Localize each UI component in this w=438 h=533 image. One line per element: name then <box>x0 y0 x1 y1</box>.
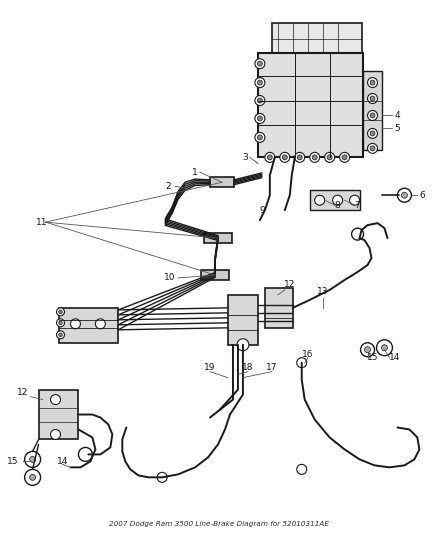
Circle shape <box>50 394 60 405</box>
Circle shape <box>332 195 343 205</box>
Text: 16: 16 <box>302 350 314 359</box>
Text: 12: 12 <box>17 388 28 397</box>
Text: 12: 12 <box>284 280 296 289</box>
Circle shape <box>267 155 272 160</box>
Circle shape <box>312 155 317 160</box>
Circle shape <box>314 195 325 205</box>
Circle shape <box>339 152 350 163</box>
Circle shape <box>59 333 62 336</box>
Circle shape <box>397 188 411 202</box>
Circle shape <box>255 95 265 106</box>
Circle shape <box>157 472 167 482</box>
Circle shape <box>258 98 262 103</box>
Circle shape <box>377 340 392 356</box>
Circle shape <box>25 470 41 486</box>
Circle shape <box>25 451 41 467</box>
Bar <box>59 308 118 343</box>
Circle shape <box>280 152 290 163</box>
Text: 2007 Dodge Ram 3500 Line-Brake Diagram for 52010311AE: 2007 Dodge Ram 3500 Line-Brake Diagram f… <box>109 521 329 527</box>
Text: 7: 7 <box>355 201 360 209</box>
Circle shape <box>258 135 262 140</box>
Circle shape <box>360 343 374 357</box>
Text: 6: 6 <box>419 191 425 200</box>
Text: 2: 2 <box>166 182 171 191</box>
Bar <box>204 233 232 243</box>
Circle shape <box>325 152 335 163</box>
Circle shape <box>352 228 364 240</box>
Text: 17: 17 <box>266 363 278 372</box>
Text: 13: 13 <box>317 287 328 296</box>
Text: 1: 1 <box>192 168 198 177</box>
Circle shape <box>297 155 302 160</box>
Circle shape <box>295 152 305 163</box>
Circle shape <box>30 456 35 462</box>
Circle shape <box>350 195 360 205</box>
Circle shape <box>367 128 378 139</box>
Text: 15: 15 <box>7 457 19 466</box>
Text: 8: 8 <box>335 201 340 209</box>
Circle shape <box>401 192 407 198</box>
Circle shape <box>255 59 265 69</box>
Circle shape <box>59 310 62 313</box>
Bar <box>210 177 234 187</box>
Text: 3: 3 <box>242 153 248 162</box>
Circle shape <box>265 152 275 163</box>
Bar <box>201 270 229 280</box>
Bar <box>363 71 382 150</box>
Text: 4: 4 <box>395 111 400 120</box>
Circle shape <box>367 78 378 87</box>
Circle shape <box>258 116 262 121</box>
Text: 11: 11 <box>35 217 47 227</box>
Circle shape <box>370 113 375 118</box>
Bar <box>265 288 293 328</box>
Circle shape <box>258 61 262 66</box>
Circle shape <box>310 152 320 163</box>
Circle shape <box>283 155 287 160</box>
Text: 14: 14 <box>57 457 68 466</box>
Circle shape <box>367 143 378 154</box>
Circle shape <box>342 155 347 160</box>
Bar <box>272 23 361 53</box>
Bar <box>228 295 258 345</box>
Circle shape <box>370 146 375 151</box>
Text: 10: 10 <box>164 273 176 282</box>
Circle shape <box>50 430 60 439</box>
Circle shape <box>255 114 265 124</box>
Circle shape <box>367 110 378 120</box>
Circle shape <box>367 94 378 103</box>
Circle shape <box>327 155 332 160</box>
Text: 15: 15 <box>367 353 378 362</box>
Text: 14: 14 <box>389 353 400 362</box>
Circle shape <box>57 331 64 339</box>
Circle shape <box>364 347 371 353</box>
Text: 18: 18 <box>242 363 254 372</box>
Bar <box>310 190 360 210</box>
Circle shape <box>57 319 64 327</box>
Text: 5: 5 <box>395 124 400 133</box>
Circle shape <box>370 80 375 85</box>
Circle shape <box>95 319 106 329</box>
Circle shape <box>258 80 262 85</box>
Circle shape <box>237 339 249 351</box>
Circle shape <box>78 447 92 462</box>
Circle shape <box>71 319 81 329</box>
Circle shape <box>370 131 375 136</box>
Text: 9: 9 <box>259 206 265 215</box>
Circle shape <box>297 464 307 474</box>
Circle shape <box>59 321 62 325</box>
Circle shape <box>381 345 388 351</box>
Bar <box>258 53 363 157</box>
Circle shape <box>370 96 375 101</box>
Circle shape <box>57 308 64 316</box>
Circle shape <box>255 78 265 87</box>
Circle shape <box>255 132 265 142</box>
Circle shape <box>297 358 307 368</box>
Bar <box>39 390 78 439</box>
Text: 19: 19 <box>204 363 216 372</box>
Circle shape <box>30 474 35 480</box>
